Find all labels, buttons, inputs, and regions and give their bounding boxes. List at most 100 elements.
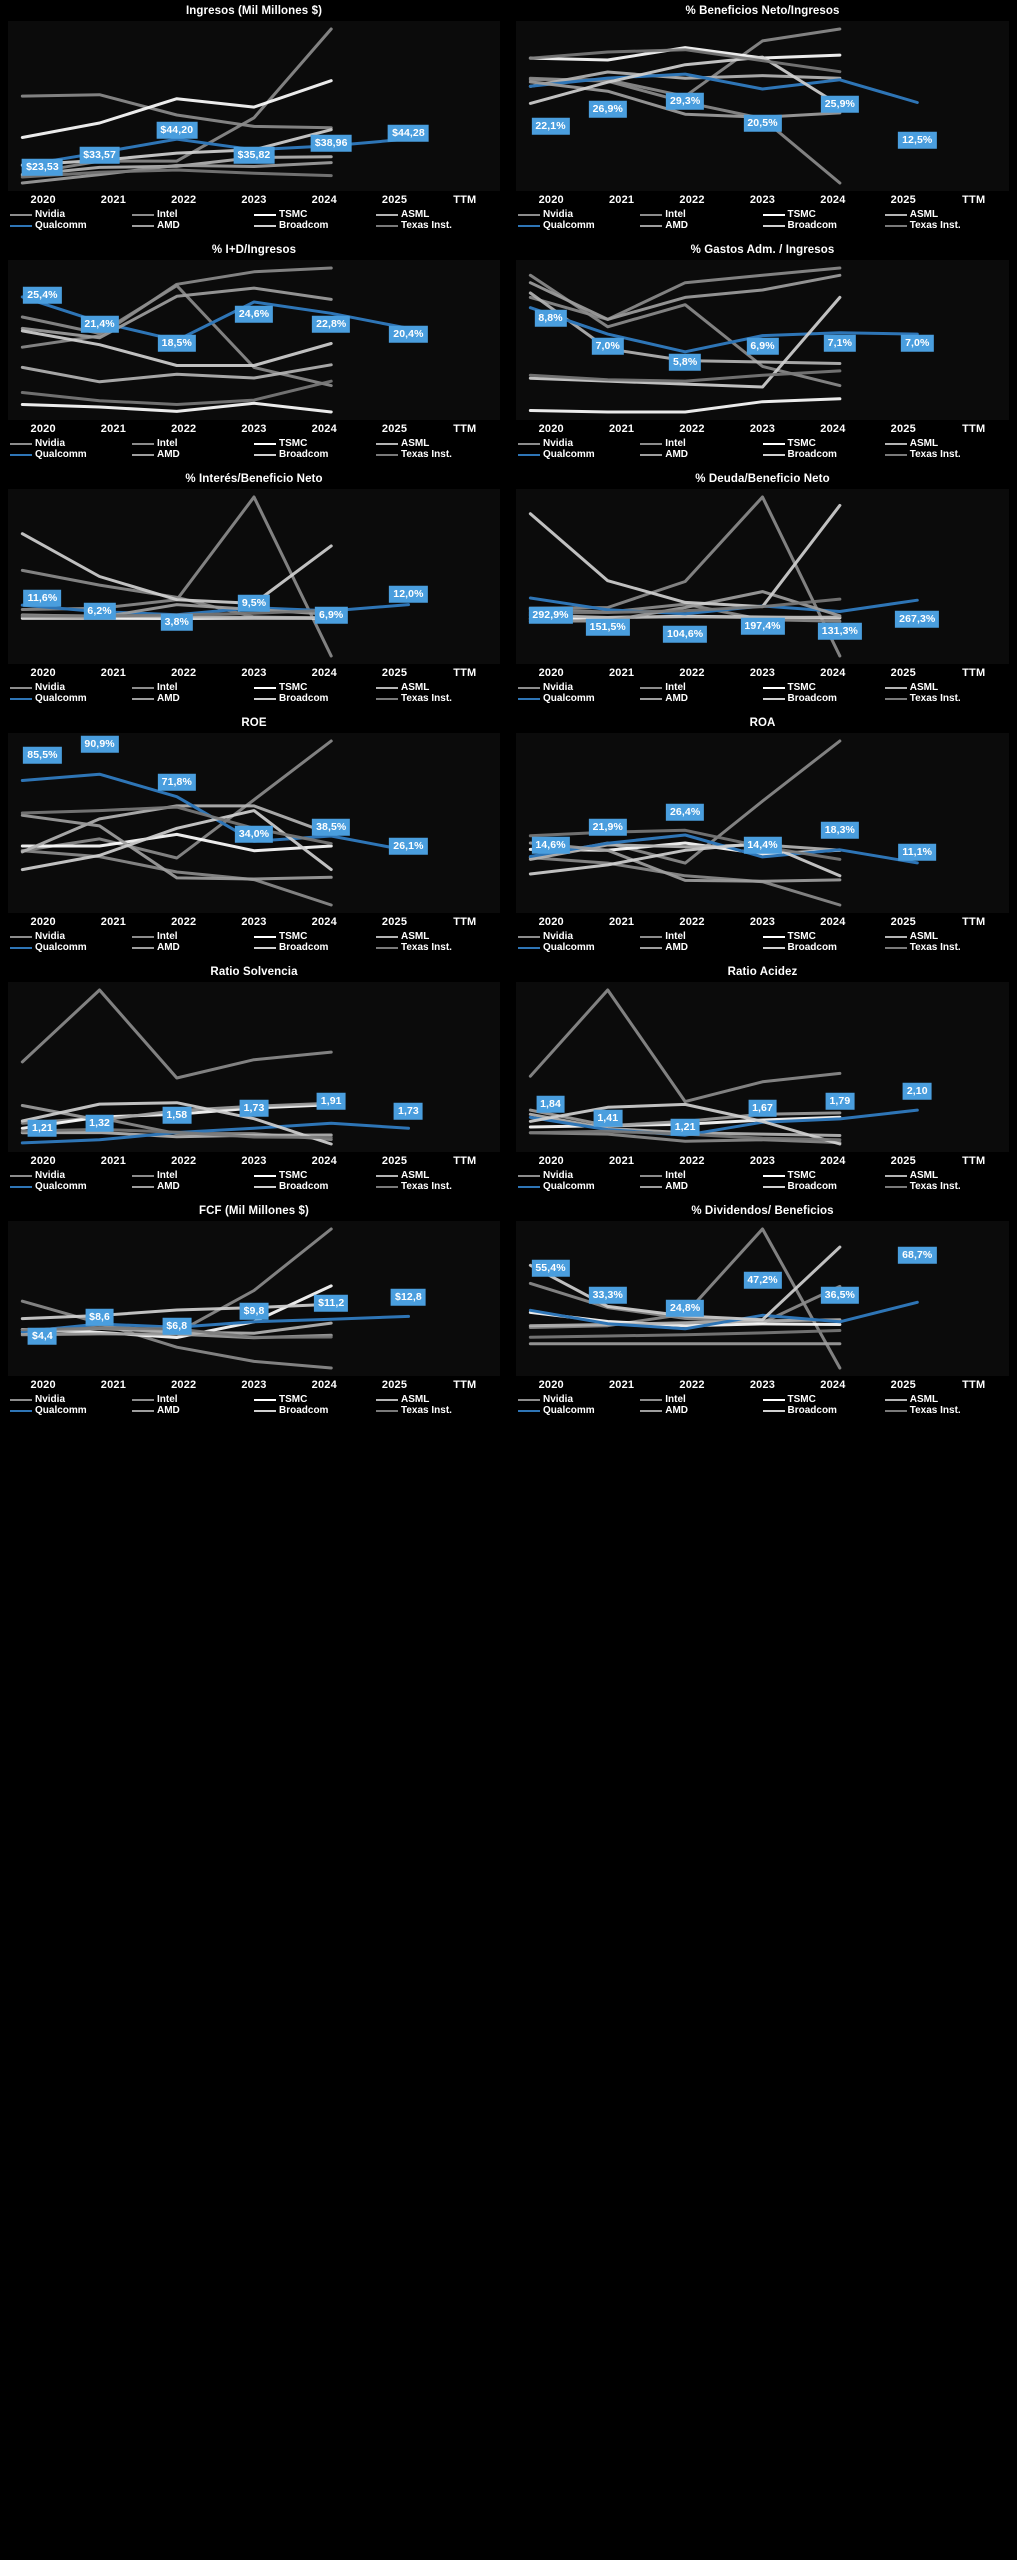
legend-item-tsmc[interactable]: TSMC	[762, 439, 885, 449]
legend-item-nvidia[interactable]: Nvidia	[518, 210, 640, 220]
legend-item-texasinst[interactable]: Texas Inst.	[376, 943, 498, 953]
legend-item-texasinst[interactable]: Texas Inst.	[884, 221, 1007, 231]
legend-item-asml[interactable]: ASML	[376, 932, 498, 942]
legend-item-intel[interactable]: Intel	[640, 439, 762, 449]
legend-item-texasinst[interactable]: Texas Inst.	[884, 450, 1007, 460]
legend-item-broadcom[interactable]: Broadcom	[762, 1406, 885, 1416]
legend-item-asml[interactable]: ASML	[376, 210, 498, 220]
legend-item-amd[interactable]: AMD	[132, 1182, 254, 1192]
series-line-texasinst	[528, 828, 842, 861]
legend-item-qualcomm[interactable]: Qualcomm	[518, 221, 640, 231]
legend-item-intel[interactable]: Intel	[132, 1395, 254, 1405]
legend-item-tsmc[interactable]: TSMC	[762, 210, 885, 220]
legend-item-qualcomm[interactable]: Qualcomm	[518, 943, 640, 953]
legend-item-broadcom[interactable]: Broadcom	[762, 450, 885, 460]
legend-item-texasinst[interactable]: Texas Inst.	[376, 221, 498, 231]
legend-item-tsmc[interactable]: TSMC	[762, 932, 885, 942]
legend-item-nvidia[interactable]: Nvidia	[10, 1171, 132, 1181]
legend-item-intel[interactable]: Intel	[640, 210, 762, 220]
legend-item-nvidia[interactable]: Nvidia	[518, 439, 640, 449]
legend-item-broadcom[interactable]: Broadcom	[254, 1182, 376, 1192]
legend-swatch-icon	[254, 1174, 276, 1178]
legend-item-texasinst[interactable]: Texas Inst.	[376, 1406, 498, 1416]
legend-item-qualcomm[interactable]: Qualcomm	[518, 1406, 640, 1416]
legend-item-intel[interactable]: Intel	[640, 1395, 762, 1405]
legend-swatch-icon	[640, 697, 663, 701]
legend-item-nvidia[interactable]: Nvidia	[10, 932, 132, 942]
legend-item-texasinst[interactable]: Texas Inst.	[884, 943, 1007, 953]
legend-item-asml[interactable]: ASML	[376, 439, 498, 449]
legend-item-tsmc[interactable]: TSMC	[254, 210, 376, 220]
legend-item-qualcomm[interactable]: Qualcomm	[10, 694, 132, 704]
legend-item-broadcom[interactable]: Broadcom	[762, 694, 885, 704]
legend-item-asml[interactable]: ASML	[376, 1395, 498, 1405]
legend-item-asml[interactable]: ASML	[884, 683, 1007, 693]
legend-item-tsmc[interactable]: TSMC	[254, 1171, 376, 1181]
legend-item-nvidia[interactable]: Nvidia	[10, 683, 132, 693]
legend-item-amd[interactable]: AMD	[640, 694, 762, 704]
legend-item-intel[interactable]: Intel	[132, 1171, 254, 1181]
legend-item-qualcomm[interactable]: Qualcomm	[518, 1182, 640, 1192]
legend-item-broadcom[interactable]: Broadcom	[762, 943, 885, 953]
data-label: 21,4%	[80, 315, 119, 333]
legend-item-amd[interactable]: AMD	[640, 1406, 762, 1416]
legend-item-qualcomm[interactable]: Qualcomm	[518, 450, 640, 460]
legend-item-amd[interactable]: AMD	[132, 221, 254, 231]
legend-item-intel[interactable]: Intel	[640, 1171, 762, 1181]
legend-item-amd[interactable]: AMD	[132, 450, 254, 460]
legend-item-asml[interactable]: ASML	[884, 210, 1007, 220]
legend-item-texasinst[interactable]: Texas Inst.	[884, 1182, 1007, 1192]
legend-item-tsmc[interactable]: TSMC	[254, 683, 376, 693]
legend-item-nvidia[interactable]: Nvidia	[10, 210, 132, 220]
legend-item-nvidia[interactable]: Nvidia	[518, 1395, 640, 1405]
legend-item-qualcomm[interactable]: Qualcomm	[10, 943, 132, 953]
legend-item-broadcom[interactable]: Broadcom	[254, 450, 376, 460]
legend-item-texasinst[interactable]: Texas Inst.	[884, 694, 1007, 704]
legend-item-amd[interactable]: AMD	[640, 943, 762, 953]
legend-item-tsmc[interactable]: TSMC	[762, 1395, 885, 1405]
legend-item-broadcom[interactable]: Broadcom	[762, 221, 885, 231]
legend-item-intel[interactable]: Intel	[640, 932, 762, 942]
legend-item-tsmc[interactable]: TSMC	[254, 932, 376, 942]
legend-item-intel[interactable]: Intel	[132, 932, 254, 942]
legend-item-nvidia[interactable]: Nvidia	[10, 1395, 132, 1405]
legend-item-nvidia[interactable]: Nvidia	[518, 932, 640, 942]
legend-item-intel[interactable]: Intel	[132, 683, 254, 693]
legend-item-asml[interactable]: ASML	[884, 439, 1007, 449]
legend-item-amd[interactable]: AMD	[132, 1406, 254, 1416]
legend-item-asml[interactable]: ASML	[884, 1395, 1007, 1405]
legend-item-tsmc[interactable]: TSMC	[254, 439, 376, 449]
legend-item-asml[interactable]: ASML	[376, 1171, 498, 1181]
legend-item-qualcomm[interactable]: Qualcomm	[10, 1182, 132, 1192]
legend-item-broadcom[interactable]: Broadcom	[254, 1406, 376, 1416]
legend-item-qualcomm[interactable]: Qualcomm	[10, 1406, 132, 1416]
legend-item-qualcomm[interactable]: Qualcomm	[518, 694, 640, 704]
legend-item-qualcomm[interactable]: Qualcomm	[10, 450, 132, 460]
legend-item-asml[interactable]: ASML	[884, 932, 1007, 942]
legend-item-intel[interactable]: Intel	[132, 210, 254, 220]
legend-item-tsmc[interactable]: TSMC	[762, 683, 885, 693]
legend-item-qualcomm[interactable]: Qualcomm	[10, 221, 132, 231]
legend-item-intel[interactable]: Intel	[132, 439, 254, 449]
legend-item-broadcom[interactable]: Broadcom	[254, 694, 376, 704]
legend-item-texasinst[interactable]: Texas Inst.	[884, 1406, 1007, 1416]
legend-item-amd[interactable]: AMD	[640, 450, 762, 460]
legend-item-nvidia[interactable]: Nvidia	[518, 1171, 640, 1181]
legend-item-asml[interactable]: ASML	[376, 683, 498, 693]
legend-item-asml[interactable]: ASML	[884, 1171, 1007, 1181]
legend-item-texasinst[interactable]: Texas Inst.	[376, 1182, 498, 1192]
legend-item-tsmc[interactable]: TSMC	[762, 1171, 885, 1181]
legend-item-amd[interactable]: AMD	[132, 694, 254, 704]
legend-item-nvidia[interactable]: Nvidia	[518, 683, 640, 693]
legend-item-texasinst[interactable]: Texas Inst.	[376, 694, 498, 704]
legend-item-texasinst[interactable]: Texas Inst.	[376, 450, 498, 460]
legend-item-broadcom[interactable]: Broadcom	[762, 1182, 885, 1192]
legend-item-amd[interactable]: AMD	[640, 1182, 762, 1192]
legend-item-nvidia[interactable]: Nvidia	[10, 439, 132, 449]
legend-item-amd[interactable]: AMD	[640, 221, 762, 231]
legend-item-broadcom[interactable]: Broadcom	[254, 943, 376, 953]
legend-item-amd[interactable]: AMD	[132, 943, 254, 953]
legend-item-broadcom[interactable]: Broadcom	[254, 221, 376, 231]
legend-item-tsmc[interactable]: TSMC	[254, 1395, 376, 1405]
legend-item-intel[interactable]: Intel	[640, 683, 762, 693]
